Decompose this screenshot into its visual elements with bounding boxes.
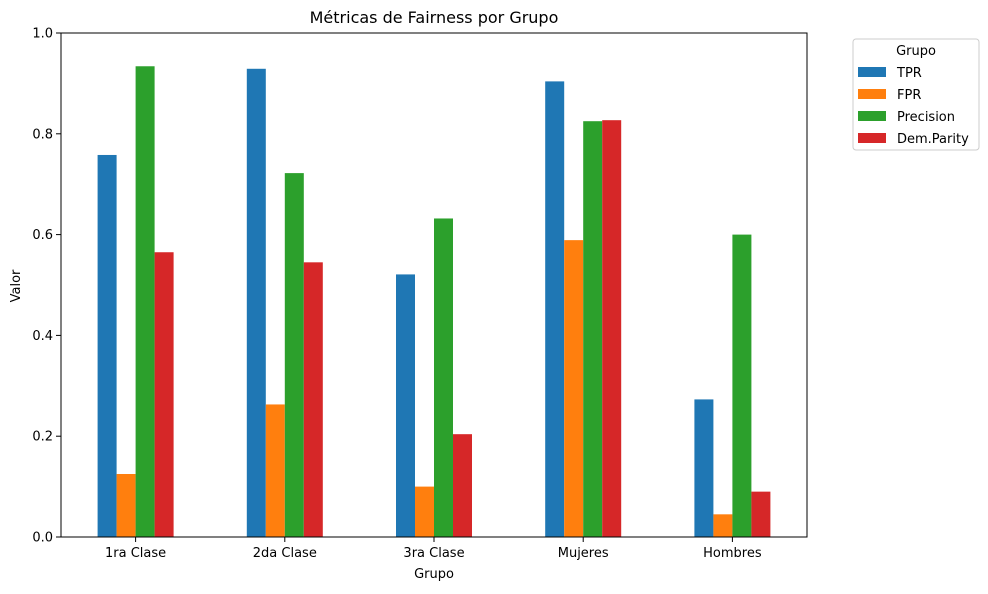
legend-title: Grupo bbox=[896, 44, 936, 59]
legend-label-fpr: FPR bbox=[897, 88, 921, 103]
bar-tpr-0 bbox=[97, 154, 117, 537]
y-tick-label: 0.8 bbox=[32, 127, 53, 142]
legend-items: TPR FPR Precision Dem.Parity bbox=[858, 66, 969, 147]
y-tick-label: 0.4 bbox=[32, 329, 53, 344]
y-axis-label: Valor bbox=[9, 269, 24, 302]
x-axis-label: Grupo bbox=[414, 567, 454, 582]
bar-dem-parity-1 bbox=[303, 262, 323, 537]
legend-box bbox=[852, 38, 980, 151]
bar-dem-parity-2 bbox=[453, 434, 472, 537]
bar-fpr-2 bbox=[415, 486, 434, 537]
bar-tpr-1 bbox=[246, 68, 266, 537]
y-tick-label: 1.0 bbox=[32, 27, 53, 42]
bar-fpr-0 bbox=[116, 474, 136, 537]
x-tick-label: Hombres bbox=[703, 546, 762, 561]
y-tick-label: 0.2 bbox=[32, 430, 53, 445]
y-tick-label: 0.6 bbox=[32, 228, 53, 243]
legend-swatch-fpr bbox=[858, 89, 886, 99]
x-tick-label: 2da Clase bbox=[253, 546, 317, 561]
bar-precision-2 bbox=[434, 218, 453, 538]
bar-fpr-4 bbox=[713, 514, 733, 537]
bars-layer bbox=[97, 66, 771, 538]
bar-dem-parity-3 bbox=[602, 120, 622, 537]
legend-swatch-precision bbox=[858, 111, 886, 121]
bar-precision-3 bbox=[583, 121, 603, 537]
bar-precision-1 bbox=[284, 173, 304, 537]
ticks-layer: 1ra Clase 2da Clase 3ra Clase Mujeres Hombre… bbox=[32, 27, 762, 562]
legend-swatch-dem-parity bbox=[858, 133, 886, 143]
bar-dem-parity-4 bbox=[751, 491, 771, 537]
legend-label-tpr: TPR bbox=[896, 66, 922, 81]
legend: Grupo TPR FPR Precision Dem.Parity bbox=[852, 38, 980, 151]
legend-label-dem-parity: Dem.Parity bbox=[897, 132, 969, 147]
y-tick-label: 0.0 bbox=[32, 531, 53, 546]
plot-frame bbox=[60, 32, 808, 538]
legend-label-precision: Precision bbox=[897, 110, 955, 125]
bar-tpr-4 bbox=[694, 399, 714, 537]
x-tick-label: 1ra Clase bbox=[105, 546, 166, 561]
chart-title: Métricas de Fairness por Grupo bbox=[310, 8, 559, 27]
bar-dem-parity-0 bbox=[154, 252, 174, 538]
x-tick-label: Mujeres bbox=[558, 546, 609, 561]
bar-fpr-1 bbox=[265, 404, 285, 537]
legend-swatch-tpr bbox=[858, 67, 886, 77]
bar-precision-0 bbox=[135, 66, 155, 537]
bar-fpr-3 bbox=[564, 240, 584, 538]
x-tick-label: 3ra Clase bbox=[403, 546, 464, 561]
bar-tpr-2 bbox=[396, 274, 415, 537]
bar-precision-4 bbox=[732, 234, 752, 537]
bar-tpr-3 bbox=[545, 81, 565, 537]
